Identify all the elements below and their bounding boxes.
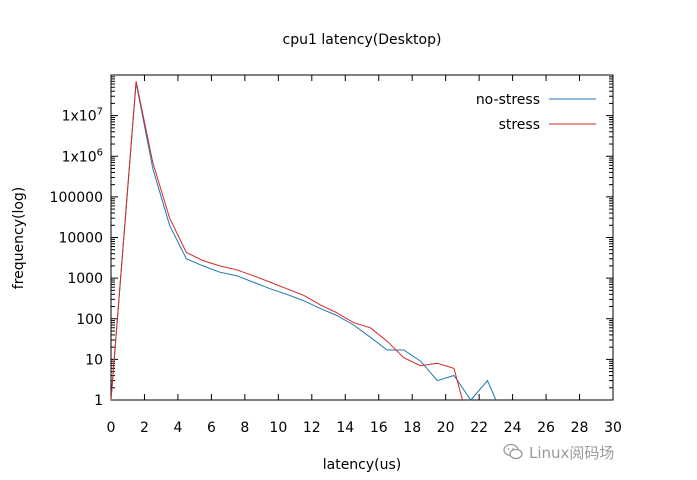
y-tick-label: 1x107 [62, 107, 103, 125]
wechat-icon [503, 443, 523, 461]
y-tick-label: 10000 [58, 231, 103, 247]
x-tick-label: 12 [303, 420, 321, 436]
x-tick-label: 16 [370, 420, 388, 436]
watermark: Linux阅码场 [503, 441, 614, 463]
y-axis-label: frequency(log) [11, 187, 27, 289]
x-tick-label: 30 [604, 420, 622, 436]
x-tick-label: 18 [403, 420, 421, 436]
x-tick-label: 6 [207, 420, 216, 436]
y-tick-label: 1x106 [62, 147, 103, 165]
x-tick-label: 14 [336, 420, 354, 436]
x-axis-label: latency(us) [323, 457, 402, 473]
y-tick-label: 1 [94, 393, 103, 409]
watermark-text: Linux阅码场 [529, 443, 615, 462]
y-tick-label: 100 [76, 312, 103, 328]
legend: no-stress stress [476, 92, 596, 133]
x-tick-label: 28 [571, 420, 589, 436]
x-tick-label: 20 [437, 420, 455, 436]
x-tick-label: 24 [504, 420, 522, 436]
x-tick-label: 10 [269, 420, 287, 436]
y-tick-label: 10 [85, 352, 103, 368]
y-tick-label: 1000 [67, 271, 103, 287]
x-tick-label: 26 [537, 420, 555, 436]
x-tick-label: 8 [240, 420, 249, 436]
series-layer [110, 81, 497, 401]
x-tick-label: 22 [470, 420, 488, 436]
y-axis: 1 10 100 1000 10000 100000 1x106 1x107 [50, 76, 613, 409]
y-tick-label: 100000 [50, 190, 103, 206]
series-line-no-stress [110, 82, 497, 401]
legend-label-stress: stress [499, 117, 540, 133]
x-tick-label: 4 [173, 420, 182, 436]
x-tick-label: 0 [107, 420, 116, 436]
chart-title: cpu1 latency(Desktop) [283, 32, 442, 48]
series-line-stress [110, 81, 463, 401]
legend-label-no-stress: no-stress [476, 92, 540, 108]
x-axis: 0 2 4 6 8 10 12 14 16 18 20 22 24 26 28 30 [107, 75, 622, 436]
x-tick-label: 2 [140, 420, 149, 436]
